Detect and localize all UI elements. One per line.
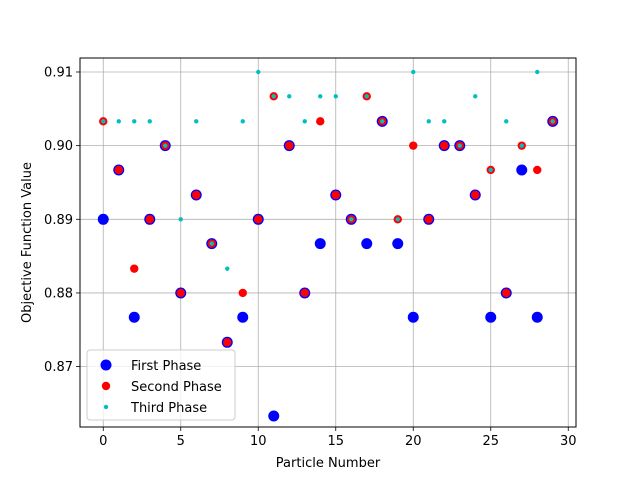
first-phase-point <box>531 311 543 323</box>
third-phase-point <box>302 119 307 124</box>
third-phase-point <box>287 94 292 99</box>
x-tick-label: 20 <box>405 434 422 449</box>
first-phase-point <box>392 238 404 250</box>
third-phase-point <box>318 94 323 99</box>
second-phase-point <box>114 165 123 175</box>
x-tick-label: 25 <box>482 434 499 449</box>
second-phase-point <box>533 165 542 175</box>
plot-frame <box>79 57 577 428</box>
second-phase-point <box>300 288 309 298</box>
legend-marker-second-phase <box>101 381 111 391</box>
legend-marker-third-phase <box>103 404 109 410</box>
legend-label-third-phase: Third Phase <box>130 401 207 416</box>
second-phase-point <box>471 190 480 200</box>
y-tick-label: 0.87 <box>44 360 73 375</box>
third-phase-point <box>271 94 276 99</box>
third-phase-point <box>457 143 462 148</box>
legend-label-second-phase: Second Phase <box>131 380 222 395</box>
third-phase-point <box>473 94 478 99</box>
third-phase-point <box>364 94 369 99</box>
second-phase-point <box>424 215 433 224</box>
third-phase-point <box>116 119 121 124</box>
third-phase-point <box>380 119 385 124</box>
third-phase-point <box>349 217 354 222</box>
first-phase-point <box>361 238 373 250</box>
x-tick-label: 5 <box>177 434 185 449</box>
second-phase-point <box>176 288 185 298</box>
x-axis-label: Particle Number <box>276 456 381 471</box>
third-phase-point <box>132 119 137 124</box>
legend: First Phase Second Phase Third Phase <box>86 349 236 421</box>
y-tick-label: 0.91 <box>44 65 73 80</box>
third-phase-point <box>426 119 431 124</box>
third-phase-point <box>256 69 261 75</box>
third-phase-point <box>442 119 447 124</box>
axis-ticks: 0 5 10 15 20 25 30 0.87 0.88 0.89 0.90 0.91 <box>44 65 576 449</box>
third-phase-point <box>550 119 555 124</box>
third-phase-point <box>488 167 493 173</box>
legend-box <box>86 349 236 421</box>
third-phase-point <box>163 143 168 148</box>
first-phase-point <box>407 311 419 323</box>
x-tick-label: 30 <box>560 434 577 449</box>
second-phase-point <box>285 141 294 150</box>
second-phase-point <box>316 117 325 126</box>
second-phase-point <box>440 141 449 150</box>
second-phase-point <box>192 190 201 200</box>
legend-marker-first-phase <box>100 359 112 371</box>
third-phase-point <box>395 217 400 222</box>
third-phase-point <box>101 119 106 124</box>
first-phase-point <box>237 311 249 323</box>
first-phase-point <box>516 164 528 176</box>
legend-label-first-phase: First Phase <box>131 359 201 374</box>
data-points <box>97 69 559 422</box>
x-tick-label: 0 <box>99 434 107 449</box>
second-phase-point <box>409 141 418 150</box>
first-phase-point <box>314 238 326 250</box>
third-phase-point <box>225 266 230 271</box>
third-phase-point <box>504 119 509 124</box>
third-phase-point <box>333 94 338 99</box>
x-tick-label: 10 <box>250 434 267 449</box>
second-phase-point <box>331 190 340 200</box>
third-phase-point <box>240 119 245 124</box>
second-phase-point <box>223 338 232 347</box>
third-phase-point <box>535 69 540 75</box>
third-phase-point <box>209 241 214 246</box>
first-phase-point <box>485 311 497 323</box>
y-tick-label: 0.88 <box>44 286 73 301</box>
first-phase-point <box>268 410 280 422</box>
y-axis-label: Objective Function Value <box>20 162 35 323</box>
third-phase-point <box>147 119 152 124</box>
y-tick-label: 0.89 <box>44 213 73 228</box>
y-tick-label: 0.90 <box>44 139 73 154</box>
third-phase-point <box>519 143 524 148</box>
second-phase-point <box>130 264 139 273</box>
first-phase-point <box>97 213 109 225</box>
third-phase-point <box>411 69 416 75</box>
third-phase-point <box>194 119 199 124</box>
second-phase-point <box>502 288 511 298</box>
second-phase-point <box>145 215 154 224</box>
third-phase-point <box>178 217 183 222</box>
second-phase-point <box>238 288 247 298</box>
x-tick-label: 15 <box>327 434 344 449</box>
second-phase-point <box>254 215 263 224</box>
first-phase-point <box>128 311 140 323</box>
